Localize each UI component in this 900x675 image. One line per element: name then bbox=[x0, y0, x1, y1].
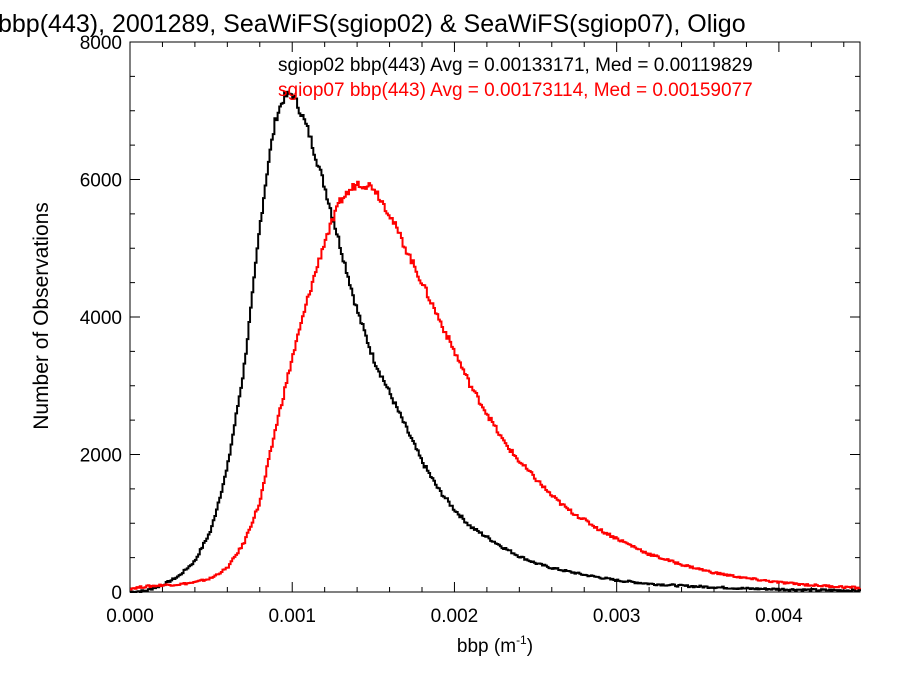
series-line-1 bbox=[130, 90, 861, 593]
x-axis-label: bbp (m-1) bbox=[457, 633, 533, 657]
legend-entry: sgiop02 bbp(443) Avg = 0.00133171, Med =… bbox=[278, 55, 753, 76]
x-tick-label: 0.004 bbox=[755, 606, 803, 627]
series-layer bbox=[130, 90, 861, 593]
chart-title: bbp(443), 2001289, SeaWiFS(sgiop02) & Se… bbox=[0, 10, 746, 38]
y-tick-label: 8000 bbox=[80, 33, 122, 54]
y-tick-label: 6000 bbox=[80, 171, 122, 192]
tick-labels: 0.000 0.001 0.002 0.003 0.004 0 2000 4000 6000 80… bbox=[80, 33, 803, 627]
y-axis-label: Number of Observations bbox=[30, 202, 53, 430]
x-tick-label: 0.000 bbox=[106, 606, 154, 627]
x-tick-label: 0.002 bbox=[431, 606, 479, 627]
plot-frame bbox=[129, 41, 861, 593]
x-tick-label: 0.001 bbox=[268, 606, 316, 627]
series-line-2 bbox=[130, 180, 861, 591]
legend-entry: sgiop07 bbp(443) Avg = 0.00173114, Med =… bbox=[278, 80, 753, 101]
y-tick-label: 0 bbox=[111, 583, 122, 604]
y-tick-label: 2000 bbox=[80, 446, 122, 467]
x-tick-label: 0.003 bbox=[593, 606, 641, 627]
y-tick-label: 4000 bbox=[80, 308, 122, 329]
legend: sgiop02 bbp(443) Avg = 0.00133171, Med =… bbox=[278, 55, 753, 101]
axis-ticks bbox=[129, 41, 860, 593]
